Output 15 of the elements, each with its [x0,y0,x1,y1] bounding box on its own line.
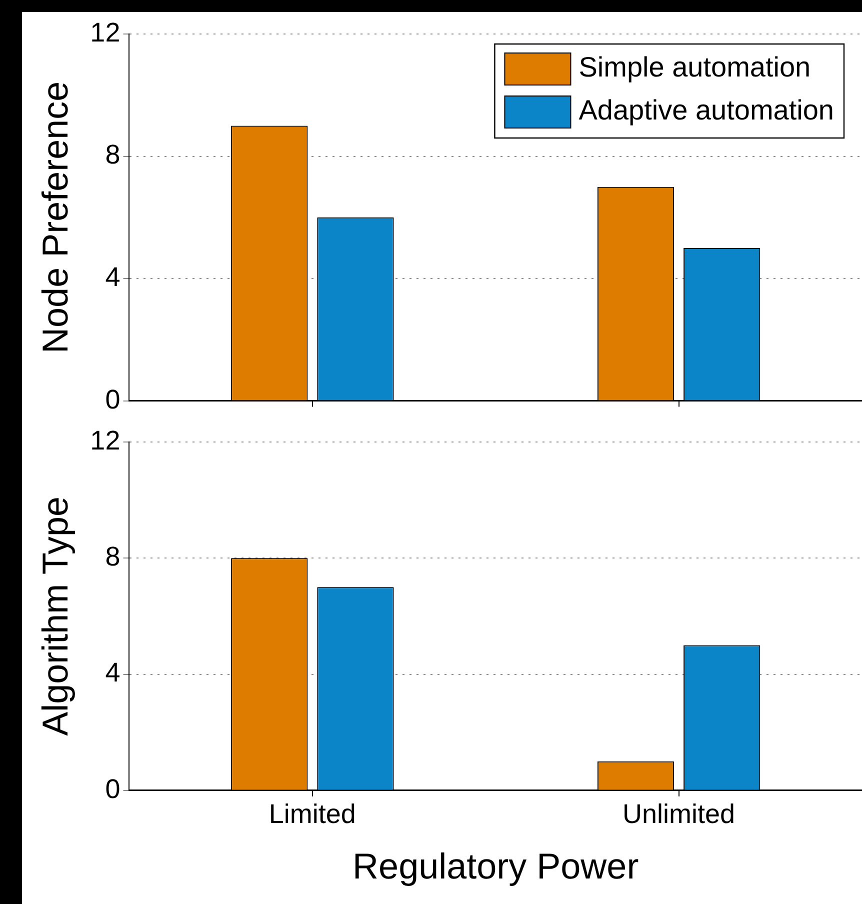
x-tick-label: Limited [268,799,356,830]
y-tick-label: 12 [90,17,120,48]
legend-label: Simple automation [578,52,811,83]
y-tick-label: 0 [105,774,120,804]
y-tick-label: 4 [105,658,120,688]
y-tick-label: 4 [105,262,120,292]
y-tick-label: 8 [105,542,120,572]
x-tick-label: Unlimited [622,799,736,830]
y-tick-label: 12 [90,425,120,456]
y-axis-title: Node Preference [34,81,76,354]
y-tick-label: 8 [105,140,120,170]
y-tick-label: 0 [105,384,120,414]
y-axis-title: Algorithm Type [34,496,76,736]
legend-label: Adaptive automation [578,94,834,126]
x-axis-title: Regulatory Power [352,845,639,886]
